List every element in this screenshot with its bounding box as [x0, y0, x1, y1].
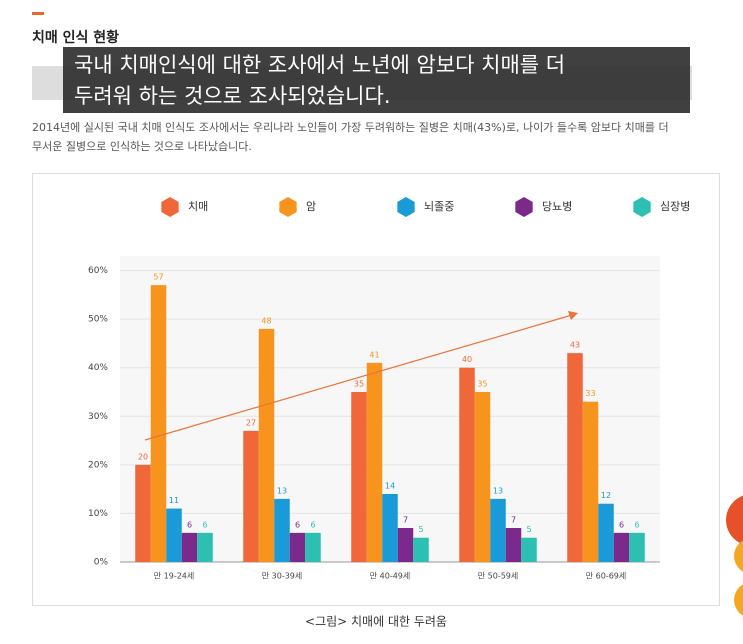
legend-swatch	[515, 197, 533, 217]
overlay-line: 두려워 하는 것으로 조사되었습니다.	[74, 84, 391, 108]
heading: 치매 인식 현황	[32, 29, 119, 46]
x-tick-label: 만 60-69세	[586, 572, 627, 581]
legend-swatch	[397, 197, 415, 217]
y-tick-label: 40%	[88, 363, 108, 373]
bar	[197, 532, 213, 562]
legend-label: 암	[306, 200, 316, 213]
bar	[613, 532, 630, 562]
legend-label: 뇌졸중	[424, 200, 454, 213]
value-label: 35	[477, 380, 487, 389]
legend-swatch	[161, 197, 179, 217]
value-label: 6	[634, 520, 639, 529]
value-label: 43	[570, 341, 580, 350]
overlay-line: 국내 치매인식에 대한 조사에서 노년에 암보다 치매를 더	[74, 53, 565, 77]
value-label: 12	[601, 491, 611, 500]
y-tick-label: 0%	[94, 558, 109, 568]
x-tick-label: 만 19-24세	[154, 572, 195, 581]
legend-label: 당뇨병	[542, 200, 572, 213]
bar	[243, 430, 259, 562]
value-label: 57	[153, 273, 163, 282]
value-label: 6	[187, 520, 192, 529]
value-label: 11	[169, 496, 179, 505]
bar	[289, 532, 306, 562]
bar	[474, 392, 491, 562]
value-label: 48	[261, 316, 271, 325]
bar	[150, 285, 167, 562]
y-tick-label: 50%	[88, 315, 108, 325]
paragraph-line: 무서운 질병으로 인식하는 것으로 나타났습니다.	[32, 139, 252, 153]
bar	[166, 508, 182, 562]
caption: <그림> 치매에 대한 두려움	[305, 615, 447, 629]
arrow-head	[568, 311, 578, 320]
bar	[382, 494, 398, 562]
value-label: 20	[138, 452, 148, 461]
value-label: 5	[418, 525, 423, 534]
value-label: 5	[526, 525, 531, 534]
bar	[397, 528, 414, 562]
bar	[459, 367, 475, 562]
accent	[32, 12, 44, 15]
trend-arrow	[144, 314, 573, 441]
value-label: 6	[202, 520, 207, 529]
side-button[interactable]	[734, 538, 743, 574]
bar	[413, 537, 429, 562]
bar	[351, 392, 367, 562]
value-label: 40	[462, 355, 472, 364]
value-label: 33	[585, 389, 595, 398]
bar	[521, 537, 537, 562]
y-tick-label: 30%	[88, 412, 108, 422]
value-label: 41	[369, 350, 379, 359]
value-label: 27	[246, 418, 256, 427]
value-label: 13	[493, 486, 503, 495]
x-tick-label: 만 50-59세	[478, 572, 519, 581]
x-tick-label: 만 30-39세	[262, 572, 303, 581]
legend-swatch	[633, 197, 651, 217]
bar	[505, 528, 522, 562]
legend-label: 심장병	[660, 200, 690, 213]
paragraph-line: 2014년에 실시된 국내 치매 인식도 조사에서는 우리나라 노인들이 가장 …	[32, 120, 669, 134]
bar	[629, 532, 645, 562]
bar	[598, 503, 614, 562]
overlay	[63, 47, 690, 113]
value-label: 7	[511, 516, 516, 525]
bar	[490, 498, 506, 562]
value-label: 6	[619, 520, 624, 529]
y-tick-label: 10%	[88, 509, 108, 519]
x-tick-label: 만 40-49세	[370, 572, 411, 581]
bar	[567, 353, 583, 562]
y-tick-label: 20%	[88, 460, 108, 470]
value-label: 13	[277, 486, 287, 495]
bar	[305, 532, 321, 562]
value-label: 7	[403, 516, 408, 525]
bar	[181, 532, 198, 562]
value-label: 6	[310, 520, 315, 529]
y-tick-label: 60%	[88, 266, 108, 276]
bar	[366, 362, 383, 562]
side-button[interactable]	[734, 582, 743, 618]
legend-label: 치매	[188, 200, 208, 213]
bar	[135, 464, 151, 562]
value-label: 14	[385, 482, 395, 491]
value-label: 6	[295, 520, 300, 529]
bar	[274, 498, 290, 562]
side-button[interactable]	[726, 494, 743, 546]
bar	[582, 401, 599, 562]
legend-swatch	[279, 197, 297, 217]
value-label: 35	[354, 380, 364, 389]
bar	[258, 328, 275, 562]
